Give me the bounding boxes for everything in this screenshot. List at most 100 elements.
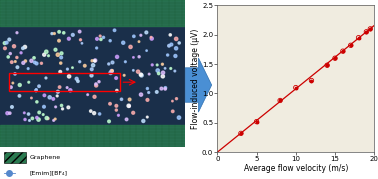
Point bbox=[50, 98, 56, 100]
Point bbox=[53, 105, 59, 108]
Point bbox=[8, 86, 14, 89]
Point bbox=[64, 86, 70, 89]
Point bbox=[355, 36, 361, 39]
Point bbox=[106, 120, 112, 123]
Point bbox=[108, 71, 114, 74]
Point bbox=[59, 52, 65, 55]
Point bbox=[11, 45, 17, 48]
Point bbox=[238, 132, 244, 135]
Point bbox=[7, 112, 13, 115]
Point bbox=[162, 88, 168, 90]
Point bbox=[355, 36, 361, 39]
Point bbox=[58, 62, 64, 65]
Point bbox=[363, 30, 369, 33]
Point bbox=[14, 31, 20, 34]
Point bbox=[162, 67, 168, 70]
Point bbox=[91, 112, 97, 115]
Point bbox=[146, 91, 152, 94]
Point bbox=[136, 55, 142, 58]
Point bbox=[121, 74, 127, 77]
Point bbox=[113, 104, 119, 107]
Point bbox=[43, 77, 49, 79]
Point bbox=[144, 49, 150, 52]
Point bbox=[96, 80, 102, 83]
Point bbox=[332, 57, 338, 60]
Point bbox=[70, 33, 76, 36]
Point bbox=[77, 30, 83, 33]
Point bbox=[41, 105, 47, 108]
Point bbox=[49, 32, 55, 35]
Point bbox=[130, 69, 136, 72]
Point bbox=[40, 113, 46, 116]
Point bbox=[114, 55, 120, 58]
Point bbox=[131, 35, 137, 38]
Point bbox=[12, 72, 18, 75]
Point bbox=[340, 50, 346, 53]
Point bbox=[138, 74, 144, 77]
Point bbox=[158, 87, 164, 90]
Point bbox=[155, 69, 161, 72]
Point bbox=[52, 118, 58, 120]
Point bbox=[126, 104, 132, 107]
Point bbox=[44, 117, 50, 120]
Point bbox=[89, 68, 95, 71]
Bar bbox=[0, 125, 185, 147]
Point bbox=[22, 45, 28, 48]
Point bbox=[93, 84, 99, 87]
Point bbox=[9, 106, 15, 108]
Point bbox=[176, 42, 182, 44]
Point bbox=[34, 100, 40, 103]
Point bbox=[144, 98, 150, 101]
Point bbox=[43, 50, 49, 53]
Point bbox=[33, 88, 39, 91]
Point bbox=[174, 97, 180, 100]
Point bbox=[56, 39, 62, 42]
Point bbox=[367, 27, 373, 30]
Point bbox=[82, 64, 88, 67]
Point bbox=[138, 93, 144, 96]
Point bbox=[173, 47, 179, 50]
Point bbox=[58, 56, 64, 59]
Point bbox=[67, 89, 73, 92]
Point bbox=[33, 89, 39, 92]
Point bbox=[135, 70, 141, 73]
Point bbox=[160, 71, 166, 74]
Point bbox=[149, 63, 155, 66]
Text: [Emim][BF₄]: [Emim][BF₄] bbox=[29, 170, 68, 175]
Bar bbox=[0, 0, 185, 26]
Point bbox=[130, 56, 136, 59]
Point bbox=[47, 96, 53, 99]
Point bbox=[127, 45, 133, 48]
Point bbox=[88, 110, 94, 113]
Point bbox=[26, 81, 32, 84]
Point bbox=[348, 44, 354, 47]
Point bbox=[70, 66, 76, 69]
Bar bbox=[9, 73, 120, 91]
Point bbox=[91, 95, 98, 98]
Point bbox=[254, 120, 260, 123]
Point bbox=[169, 100, 175, 103]
Point bbox=[324, 64, 330, 67]
Point bbox=[77, 38, 84, 41]
Point bbox=[41, 94, 47, 97]
Point bbox=[4, 112, 10, 115]
Point bbox=[25, 113, 31, 115]
Point bbox=[4, 41, 10, 44]
Point bbox=[168, 43, 174, 46]
Point bbox=[75, 80, 81, 83]
Point bbox=[127, 98, 133, 101]
Point bbox=[107, 39, 113, 42]
Point bbox=[90, 64, 96, 67]
Point bbox=[172, 70, 178, 72]
Point bbox=[57, 70, 63, 73]
Point bbox=[293, 86, 299, 89]
Point bbox=[348, 44, 354, 47]
Point bbox=[107, 102, 113, 105]
Point bbox=[97, 113, 103, 115]
Point bbox=[34, 116, 40, 119]
Point bbox=[324, 64, 330, 67]
Point bbox=[88, 74, 94, 77]
Point bbox=[118, 98, 124, 101]
Point bbox=[41, 53, 47, 56]
Y-axis label: Flow-induced voltage (μV): Flow-induced voltage (μV) bbox=[191, 29, 200, 129]
